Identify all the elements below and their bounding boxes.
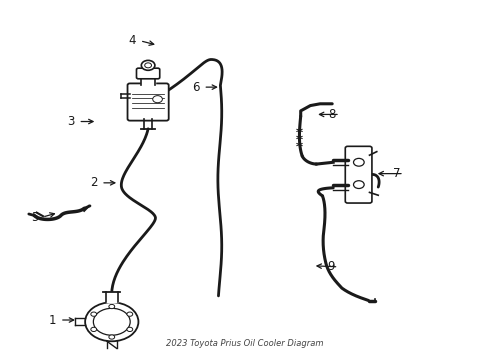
Circle shape (127, 327, 133, 332)
Text: 7: 7 (392, 167, 400, 180)
FancyBboxPatch shape (137, 68, 160, 79)
Circle shape (127, 312, 133, 316)
Circle shape (94, 308, 130, 335)
Circle shape (353, 158, 364, 166)
Circle shape (145, 63, 151, 68)
Text: 9: 9 (327, 260, 335, 273)
Text: 2: 2 (90, 176, 97, 189)
Text: 6: 6 (192, 81, 199, 94)
Text: 8: 8 (329, 108, 336, 121)
Circle shape (141, 60, 155, 70)
Text: 4: 4 (128, 34, 136, 47)
Circle shape (109, 335, 115, 339)
Text: 1: 1 (49, 314, 56, 327)
Circle shape (91, 312, 97, 316)
FancyBboxPatch shape (127, 84, 169, 121)
Circle shape (109, 305, 115, 309)
Text: 2023 Toyota Prius Oil Cooler Diagram: 2023 Toyota Prius Oil Cooler Diagram (166, 339, 324, 348)
Circle shape (91, 327, 97, 332)
Text: 5: 5 (31, 211, 38, 224)
FancyBboxPatch shape (345, 146, 372, 203)
Circle shape (85, 302, 138, 341)
Circle shape (153, 96, 162, 103)
Text: 3: 3 (67, 115, 74, 128)
Circle shape (353, 181, 364, 189)
